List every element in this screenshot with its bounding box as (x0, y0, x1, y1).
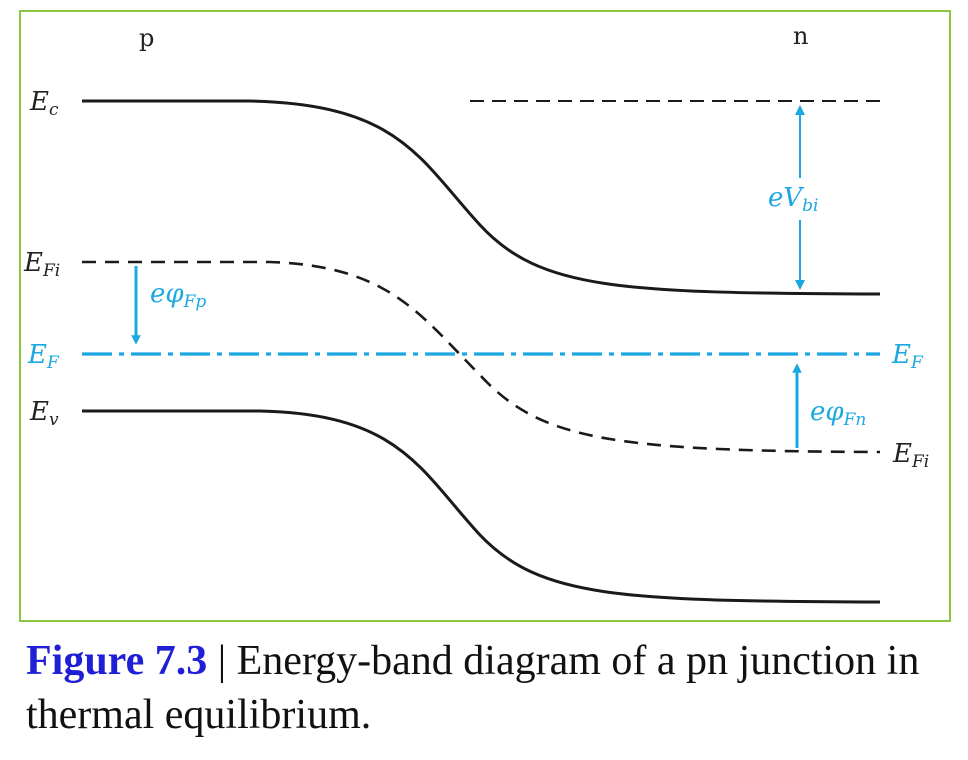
efi-left-label: EFi (23, 248, 60, 281)
ebvi-label: eVbi (768, 183, 819, 216)
intrinsic-fermi-level-line (82, 260, 881, 454)
ephi-fn-label: eφFn (810, 397, 866, 430)
ephi-fp-label: eφFp (150, 279, 206, 312)
ebvi-label-bg (758, 178, 840, 220)
ec-label: Ec (29, 87, 59, 120)
caption-separator: | (207, 638, 237, 684)
conduction-band-line (82, 99, 881, 296)
p-region-label: p (139, 24, 154, 52)
ev-label: Ev (29, 397, 59, 430)
valence-band-line (82, 409, 881, 604)
ef-right-label: EF (891, 340, 924, 373)
caption-text: Energy-band diagram of a pn junction in … (26, 638, 920, 738)
diagram-frame (19, 10, 951, 622)
n-region-label: n (793, 22, 808, 50)
ef-left-label: EF (27, 340, 60, 373)
figure-caption: Figure 7.3 | Energy-band diagram of a pn… (26, 634, 946, 742)
energy-band-diagram: p n Ec EFi EF Ev EF EFi eVbi eφFp eφFn (23, 22, 929, 604)
efi-right-label: EFi (892, 439, 929, 472)
figure-number: Figure 7.3 (26, 638, 208, 684)
